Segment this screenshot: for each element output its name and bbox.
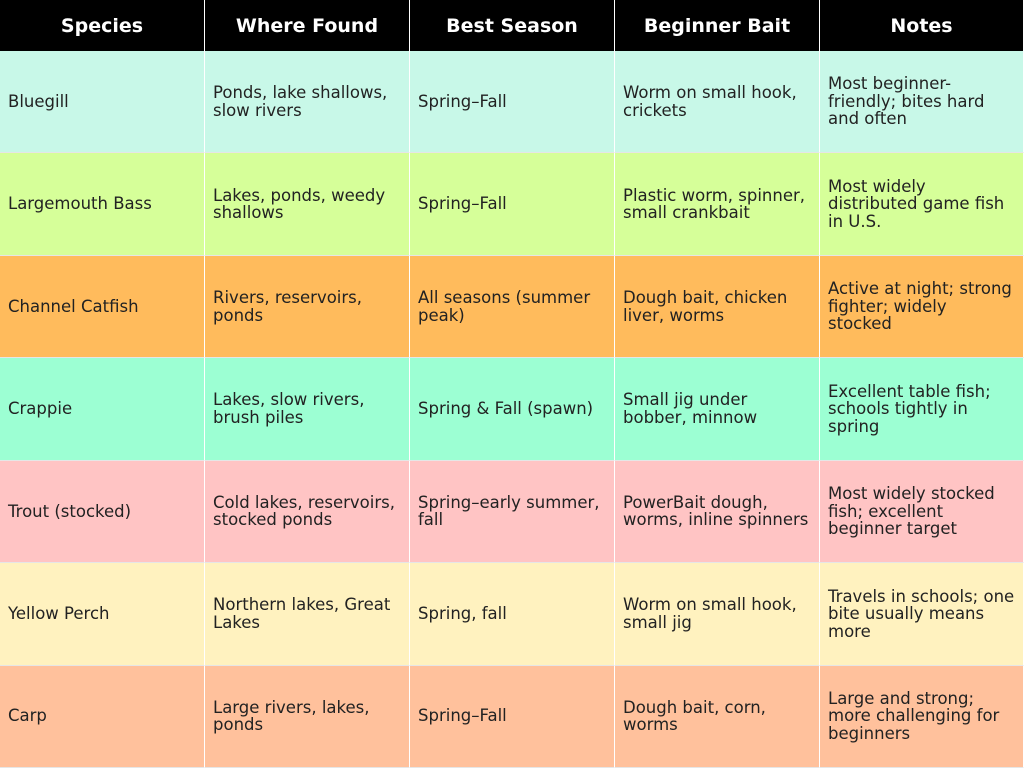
cell-beginner-bait: Dough bait, corn, worms [615,665,820,768]
cell-where-found: Rivers, reservoirs, ponds [205,255,410,359]
header-where-found: Where Found [205,0,410,51]
cell-where-found: Lakes, slow rivers, brush piles [205,358,410,461]
header-label: Best Season [446,14,578,37]
cell-species: Yellow Perch [0,563,205,666]
cell-beginner-bait: Worm on small hook, crickets [615,51,820,154]
cell-where-found: Northern lakes, Great Lakes [205,563,410,666]
cell-where-found: Cold lakes, reservoirs, stocked ponds [205,460,410,564]
cell-where-found: Ponds, lake shallows, slow rivers [205,51,410,154]
header-best-season: Best Season [410,0,615,51]
cell-notes: Most beginner-friendly; bites hard and o… [820,51,1024,154]
cell-beginner-bait: PowerBait dough, worms, inline spinners [615,460,820,564]
cell-notes: Travels in schools; one bite usually mea… [820,563,1024,666]
cell-best-season: Spring–early summer, fall [410,460,615,564]
header-notes: Notes [820,0,1024,51]
cell-notes: Most widely stocked fish; excellent begi… [820,460,1024,564]
cell-where-found: Large rivers, lakes, ponds [205,665,410,768]
cell-best-season: Spring, fall [410,563,615,666]
cell-beginner-bait: Dough bait, chicken liver, worms [615,255,820,359]
cell-best-season: Spring & Fall (spawn) [410,358,615,461]
cell-best-season: All seasons (summer peak) [410,255,615,359]
header-label: Where Found [235,14,379,37]
header-label: Beginner Bait [643,14,791,37]
cell-notes: Large and strong; more challenging for b… [820,665,1024,768]
cell-notes: Active at night; strong fighter; widely … [820,255,1024,359]
cell-species: Largemouth Bass [0,153,205,256]
header-label: Notes [890,14,953,37]
cell-where-found: Lakes, ponds, weedy shallows [205,153,410,256]
cell-notes: Most widely distributed game fish in U.S… [820,153,1024,256]
cell-best-season: Spring–Fall [410,665,615,768]
cell-best-season: Spring–Fall [410,153,615,256]
header-label: Species [60,14,144,37]
cell-species: Carp [0,665,205,768]
cell-species: Trout (stocked) [0,460,205,564]
cell-beginner-bait: Plastic worm, spinner, small crankbait [615,153,820,256]
cell-beginner-bait: Worm on small hook, small jig [615,563,820,666]
cell-best-season: Spring–Fall [410,51,615,154]
cell-species: Bluegill [0,51,205,154]
cell-beginner-bait: Small jig under bobber, minnow [615,358,820,461]
cell-notes: Excellent table fish; schools tightly in… [820,358,1024,461]
cell-species: Crappie [0,358,205,461]
header-species: Species [0,0,205,51]
cell-species: Channel Catfish [0,255,205,359]
header-beginner-bait: Beginner Bait [615,0,820,51]
